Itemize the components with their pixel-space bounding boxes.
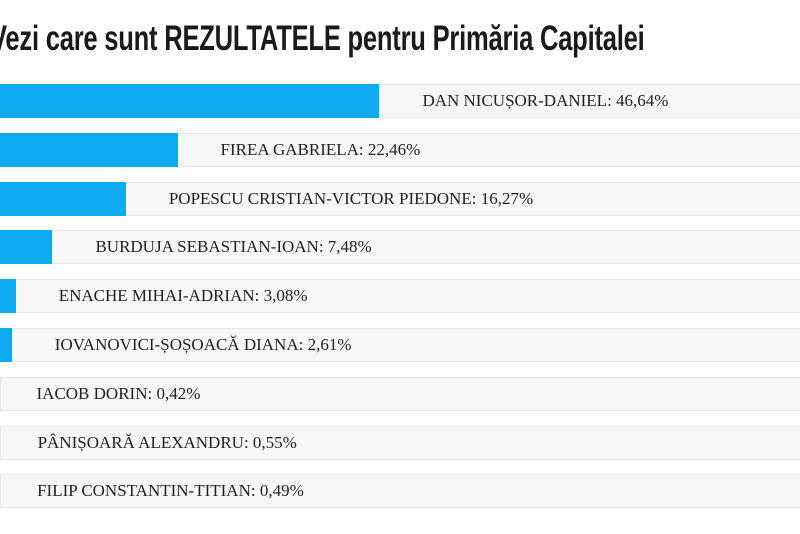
- results-bar-chart: DAN NICUȘOR-DANIEL: 46,64% FIREA GABRIELA…: [0, 84, 800, 523]
- result-bar: [0, 132, 178, 167]
- result-row: BURDUJA SEBASTIAN-IOAN: 7,48%: [0, 230, 800, 265]
- result-row: FIREA GABRIELA: 22,46%: [0, 132, 800, 167]
- result-bar: [0, 327, 12, 362]
- result-bar: [0, 279, 16, 314]
- result-label: IOVANOVICI-ȘOȘOACĂ DIANA: 2,61%: [54, 334, 352, 354]
- result-label: POPESCU CRISTIAN-VICTOR PIEDONE: 16,27%: [168, 188, 534, 208]
- result-label: FIREA GABRIELA: 22,46%: [220, 139, 421, 159]
- result-bar: [0, 84, 380, 118]
- result-row: DAN NICUȘOR-DANIEL: 46,64%: [0, 84, 800, 118]
- result-label: ENACHE MIHAI-ADRIAN: 3,08%: [58, 286, 308, 306]
- result-row: IACOB DORIN: 0,42%: [0, 376, 800, 411]
- result-label: DAN NICUȘOR-DANIEL: 46,64%: [422, 91, 669, 110]
- result-label: PÂNIȘOARĂ ALEXANDRU: 0,55%: [37, 432, 297, 452]
- result-row: PÂNIȘOARĂ ALEXANDRU: 0,55%: [0, 425, 800, 460]
- result-row: IOVANOVICI-ȘOȘOACĂ DIANA: 2,61%: [0, 327, 800, 362]
- result-bar: [0, 181, 126, 216]
- page-title: Vezi care sunt REZULTATELE pentru Primăr…: [0, 19, 645, 58]
- result-label: IACOB DORIN: 0,42%: [36, 383, 201, 403]
- result-label: FILIP CONSTANTIN-TITIAN: 0,49%: [37, 481, 304, 501]
- result-bar: [0, 230, 53, 265]
- result-label: BURDUJA SEBASTIAN-IOAN: 7,48%: [95, 237, 372, 257]
- result-row: ENACHE MIHAI-ADRIAN: 3,08%: [0, 279, 800, 314]
- result-row: POPESCU CRISTIAN-VICTOR PIEDONE: 16,27%: [0, 181, 800, 216]
- result-row: FILIP CONSTANTIN-TITIAN: 0,49%: [0, 474, 800, 509]
